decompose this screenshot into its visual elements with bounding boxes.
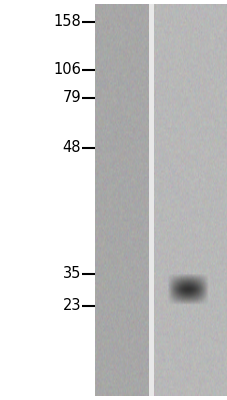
- Text: 106: 106: [53, 62, 81, 78]
- Text: 158: 158: [53, 14, 81, 30]
- Text: 48: 48: [62, 140, 81, 156]
- Bar: [149, 4, 153, 396]
- Text: 35: 35: [62, 266, 81, 282]
- Text: 79: 79: [62, 90, 81, 106]
- Text: 23: 23: [62, 298, 81, 314]
